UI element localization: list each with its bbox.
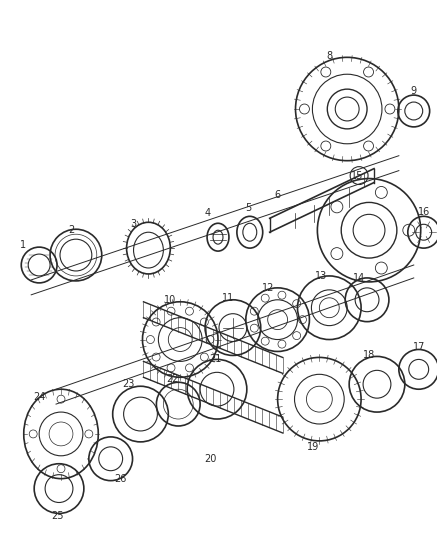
Text: 15: 15 <box>351 171 363 181</box>
Text: 18: 18 <box>363 350 375 360</box>
Text: 13: 13 <box>315 271 328 281</box>
Text: 17: 17 <box>413 343 425 352</box>
Text: 1: 1 <box>20 240 26 250</box>
Text: 14: 14 <box>353 273 365 283</box>
Text: 2: 2 <box>68 225 74 235</box>
Text: 9: 9 <box>411 86 417 96</box>
Text: 24: 24 <box>33 392 46 402</box>
Text: 23: 23 <box>122 379 135 389</box>
Text: 3: 3 <box>131 219 137 229</box>
Text: 19: 19 <box>307 442 320 452</box>
Text: 5: 5 <box>245 204 251 213</box>
Text: 6: 6 <box>275 190 281 200</box>
Text: 4: 4 <box>205 208 211 219</box>
Text: 11: 11 <box>222 293 234 303</box>
Text: 16: 16 <box>417 207 430 217</box>
Text: 10: 10 <box>164 295 177 305</box>
Text: 26: 26 <box>114 474 127 483</box>
Text: 21: 21 <box>209 354 221 365</box>
Text: 20: 20 <box>204 454 216 464</box>
Text: 8: 8 <box>326 51 332 61</box>
Text: 22: 22 <box>166 374 179 384</box>
Text: 12: 12 <box>261 283 274 293</box>
Text: 25: 25 <box>51 511 63 521</box>
